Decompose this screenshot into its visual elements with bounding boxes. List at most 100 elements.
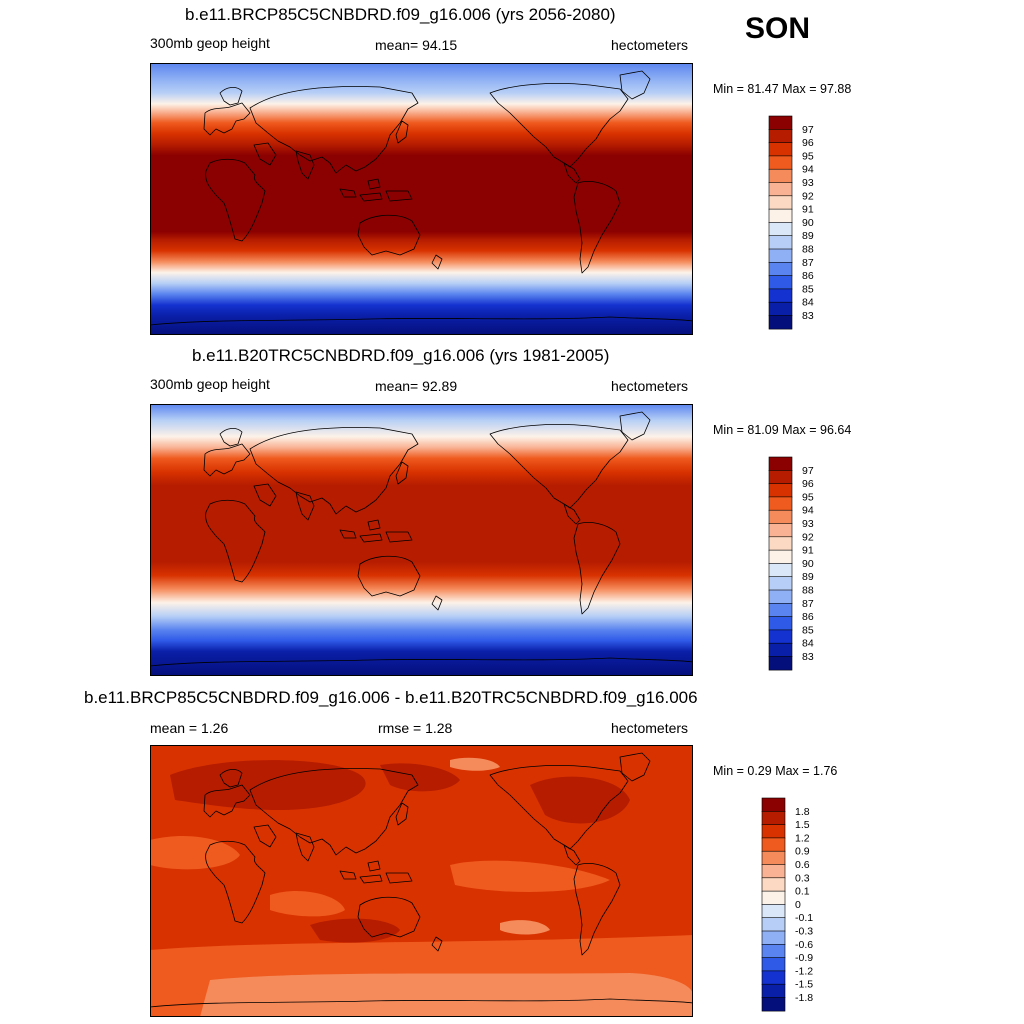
colorbar-swatch (768, 182, 793, 197)
coastline (295, 832, 315, 862)
colorbar-swatch (768, 616, 793, 631)
season-label: SON (745, 12, 811, 45)
coastline (431, 254, 443, 270)
coastline (359, 874, 383, 884)
panel3-coastlines (150, 752, 693, 1008)
coastline (367, 178, 381, 190)
colorbar-swatch (761, 797, 786, 812)
panel2-variable-label: 300mb geop height (150, 376, 270, 392)
panel3-units: hectometers (611, 720, 689, 736)
coastline (563, 162, 581, 184)
colorbar-swatch (768, 315, 793, 330)
colorbar-label: 0.1 (795, 886, 810, 898)
panel3-high-patch (530, 776, 630, 824)
colorbar-label: 96 (802, 137, 814, 149)
panel3-colorbar: 1.81.51.20.90.60.30.10-0.1-0.3-0.6-0.9-1… (761, 797, 813, 1012)
coastline (563, 844, 581, 866)
coastline (205, 158, 266, 242)
panel3-mean: mean = 1.26 (150, 720, 229, 736)
coastline (249, 768, 419, 856)
colorbar-swatch (761, 837, 786, 852)
colorbar-label: 96 (802, 478, 814, 490)
colorbar-label: 90 (802, 558, 814, 570)
coastline (205, 840, 266, 924)
panel1-map (150, 63, 693, 335)
colorbar-swatch (768, 496, 793, 511)
panel3-lowest-patch (450, 757, 500, 771)
panel3-rmse: rmse = 1.28 (378, 720, 453, 736)
panel2-frame (150, 404, 693, 676)
colorbar-swatch (768, 168, 793, 184)
colorbar-swatch (761, 944, 786, 959)
panel3-lowest-patch (500, 920, 550, 935)
colorbar-label: 85 (802, 283, 814, 295)
colorbar-label: 90 (802, 217, 814, 229)
coastline (253, 483, 277, 507)
colorbar-swatch (768, 563, 793, 578)
colorbar-label: 88 (802, 585, 814, 597)
colorbar-swatch (768, 523, 793, 538)
colorbar-swatch (768, 248, 793, 263)
panel3-high-patch (380, 763, 460, 792)
coastline (339, 188, 357, 198)
colorbar-swatch (761, 890, 786, 905)
panel3-minmax: Min = 0.29 Max = 1.76 (713, 764, 838, 778)
colorbar-swatch (768, 222, 793, 237)
coastline (367, 519, 381, 531)
coastline (339, 529, 357, 539)
colorbar-swatch (761, 930, 786, 945)
colorbar-label: 86 (802, 611, 814, 623)
colorbar-label: 89 (802, 230, 814, 242)
colorbar-label: -0.3 (795, 926, 813, 938)
panel3-low-patch (150, 835, 240, 870)
colorbar-swatch (761, 970, 786, 985)
colorbar-label: -1.2 (795, 965, 813, 977)
colorbar-swatch (768, 549, 793, 564)
panel1-units: hectometers (611, 37, 689, 53)
panel2-map (150, 404, 693, 676)
coastline (619, 70, 651, 100)
colorbar-label: 0 (795, 899, 801, 911)
colorbar-swatch (768, 262, 793, 277)
panel2-title: b.e11.B20TRC5CNBDRD.f09_g16.006 (yrs 198… (192, 346, 610, 365)
coastline (219, 769, 243, 788)
colorbar-label: 1.2 (795, 832, 810, 844)
panel1-mean: mean= 94.15 (375, 37, 458, 53)
colorbar-swatch (761, 957, 786, 972)
panel2-units: hectometers (611, 378, 689, 394)
colorbar-swatch (768, 235, 793, 250)
coastline (249, 427, 419, 515)
coastline (431, 595, 443, 611)
colorbar-swatch (768, 603, 793, 618)
colorbar-label: 94 (802, 505, 814, 517)
coastline (359, 192, 383, 202)
colorbar-swatch (761, 811, 786, 826)
coastline (385, 190, 413, 202)
colorbar-label: -0.9 (795, 952, 813, 964)
coastline (357, 555, 421, 597)
colorbar-label: 95 (802, 150, 814, 162)
colorbar-label: 91 (802, 204, 814, 216)
colorbar-label: 92 (802, 190, 814, 202)
coastline (431, 936, 443, 952)
coastline (219, 87, 243, 106)
coastline (619, 752, 651, 782)
colorbar-label: 85 (802, 624, 814, 636)
coastline (573, 863, 621, 956)
panel1-title: b.e11.BRCP85C5CNBDRD.f09_g16.006 (yrs 20… (185, 5, 616, 24)
coastline (203, 784, 251, 818)
coastline (489, 424, 629, 509)
coastline (573, 522, 621, 615)
coastline (295, 150, 315, 180)
colorbar-swatch (761, 850, 786, 866)
panel3-map (150, 745, 693, 1017)
colorbar-label: 88 (802, 244, 814, 256)
coastline (357, 896, 421, 938)
coastline (295, 491, 315, 521)
coastline (619, 411, 651, 441)
colorbar-swatch (768, 129, 793, 144)
coastline (385, 531, 413, 543)
colorbar-label: 94 (802, 164, 814, 176)
panel1-coastlines (150, 70, 693, 326)
colorbar-label: 87 (802, 257, 814, 269)
